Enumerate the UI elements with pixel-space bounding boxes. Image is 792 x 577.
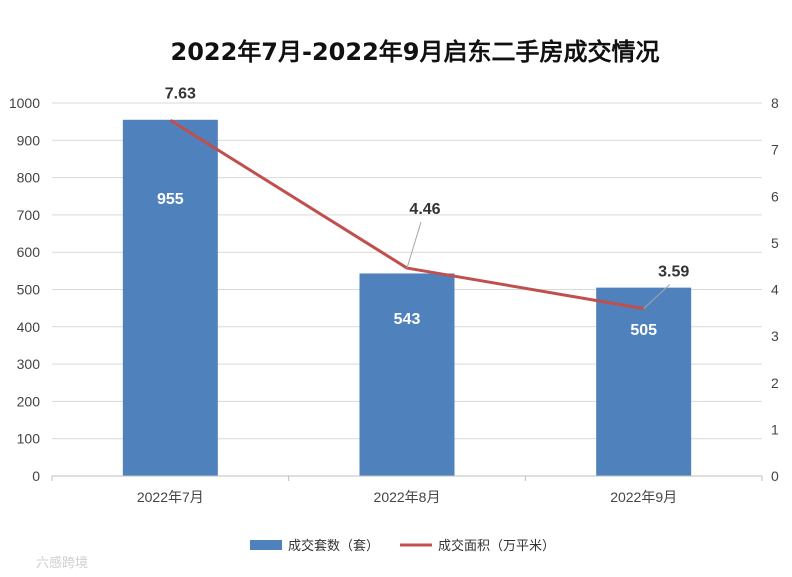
bar: [122, 119, 218, 476]
right-tick-label: 3: [771, 328, 779, 344]
legend: 成交套数（套） 成交面积（万平米）: [250, 538, 555, 553]
left-tick-label: 800: [17, 170, 41, 186]
left-tick-label: 500: [17, 282, 41, 298]
legend-bar-label: 成交套数（套）: [288, 538, 379, 553]
left-tick-label: 600: [17, 244, 41, 260]
leader-line: [643, 284, 671, 309]
line-value-label: 7.63: [165, 85, 196, 102]
category-label: 2022年9月: [610, 489, 677, 505]
left-tick-label: 1000: [9, 95, 40, 111]
right-tick-label: 2: [771, 375, 779, 391]
left-tick-label: 100: [17, 431, 41, 447]
right-tick-label: 7: [771, 142, 779, 158]
left-tick-label: 900: [17, 132, 41, 148]
bar: [596, 287, 692, 476]
left-tick-label: 0: [32, 468, 40, 484]
left-tick-label: 700: [17, 207, 41, 223]
left-axis: 0 100 200 300 400 500 600 700 800 900 1000: [9, 95, 40, 484]
bar-series: 955 543 505: [122, 119, 692, 476]
right-axis: 0 1 2 3 4 5 6 7 8: [771, 95, 779, 484]
left-tick-label: 400: [17, 319, 41, 335]
bar-value-label: 955: [157, 191, 184, 208]
right-tick-label: 1: [771, 421, 779, 437]
right-tick-label: 8: [771, 95, 779, 111]
left-tick-label: 300: [17, 356, 41, 372]
chart-title: 2022年7月-2022年9月启东二手房成交情况: [171, 38, 660, 66]
legend-line-label: 成交面积（万平米）: [438, 538, 555, 553]
line-series: 7.63 4.46 3.59: [165, 85, 689, 311]
left-tick-label: 200: [17, 393, 41, 409]
right-tick-label: 0: [771, 468, 779, 484]
line-value-label: 3.59: [658, 264, 689, 281]
category-label: 2022年8月: [374, 489, 441, 505]
legend-bar-swatch: [250, 540, 282, 550]
category-axis: 2022年7月 2022年8月 2022年9月: [51, 475, 763, 505]
right-tick-label: 6: [771, 188, 779, 204]
right-tick-label: 4: [771, 282, 779, 298]
line-value-label: 4.46: [409, 201, 440, 218]
category-label: 2022年7月: [137, 489, 204, 505]
right-tick-label: 5: [771, 235, 779, 251]
bar-value-label: 543: [394, 311, 421, 328]
watermark-text: 六感跨境: [36, 555, 88, 570]
leader-line: [406, 221, 422, 269]
bar-value-label: 505: [630, 322, 657, 339]
bar: [359, 273, 455, 476]
